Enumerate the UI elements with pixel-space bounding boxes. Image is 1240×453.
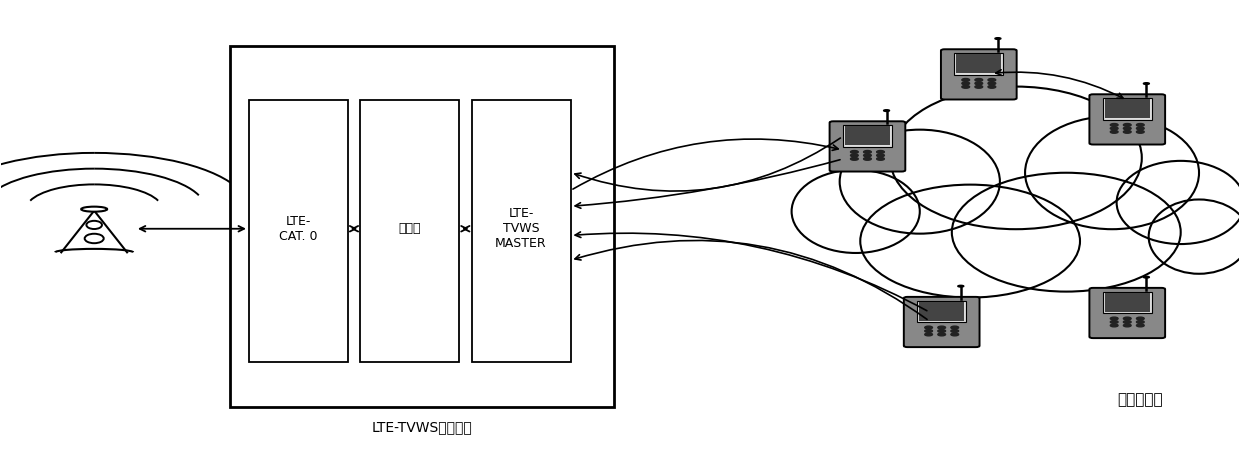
Circle shape (1123, 321, 1131, 323)
FancyBboxPatch shape (830, 121, 905, 172)
Circle shape (863, 150, 872, 154)
Bar (844, 126, 890, 145)
Circle shape (962, 86, 970, 88)
Ellipse shape (81, 207, 107, 212)
Circle shape (1123, 127, 1131, 130)
Circle shape (851, 150, 858, 154)
Circle shape (988, 86, 996, 88)
Circle shape (863, 154, 872, 157)
Circle shape (937, 333, 946, 336)
Bar (231, 46, 614, 407)
Ellipse shape (884, 110, 889, 111)
Bar (360, 101, 459, 361)
Text: 控制器: 控制器 (398, 222, 420, 235)
Ellipse shape (839, 130, 999, 234)
Circle shape (1137, 324, 1145, 327)
Circle shape (877, 158, 884, 160)
Bar (956, 54, 1002, 73)
Circle shape (1123, 324, 1131, 327)
Ellipse shape (952, 173, 1180, 292)
Circle shape (962, 82, 970, 85)
Circle shape (937, 326, 946, 329)
Ellipse shape (791, 170, 920, 253)
FancyBboxPatch shape (1090, 288, 1166, 338)
Bar (1102, 292, 1152, 313)
Ellipse shape (1025, 116, 1199, 229)
Ellipse shape (890, 87, 1142, 229)
Bar (918, 300, 966, 322)
Ellipse shape (861, 185, 1080, 298)
Circle shape (851, 154, 858, 157)
Ellipse shape (87, 221, 102, 229)
Circle shape (863, 158, 872, 160)
Circle shape (988, 78, 996, 81)
Bar (843, 125, 892, 146)
Circle shape (877, 154, 884, 157)
Circle shape (937, 330, 946, 333)
Bar (1105, 99, 1149, 118)
Text: 物联网终端: 物联网终端 (1117, 392, 1162, 407)
Circle shape (951, 333, 959, 336)
Circle shape (988, 82, 996, 85)
Circle shape (1110, 127, 1118, 130)
Circle shape (1123, 130, 1131, 133)
Circle shape (1110, 317, 1118, 320)
Circle shape (925, 333, 932, 336)
FancyBboxPatch shape (904, 297, 980, 347)
Ellipse shape (1143, 83, 1149, 84)
Text: LTE-
TVWS
MASTER: LTE- TVWS MASTER (495, 207, 547, 250)
Text: LTE-TVWS混合网关: LTE-TVWS混合网关 (372, 420, 472, 434)
Circle shape (975, 82, 982, 85)
Bar (919, 302, 965, 321)
Ellipse shape (1117, 161, 1240, 244)
Ellipse shape (84, 234, 104, 243)
Circle shape (1137, 321, 1145, 323)
Circle shape (1137, 127, 1145, 130)
Circle shape (975, 86, 982, 88)
Circle shape (1137, 317, 1145, 320)
FancyBboxPatch shape (1090, 94, 1166, 145)
Circle shape (1110, 324, 1118, 327)
Circle shape (1123, 317, 1131, 320)
Circle shape (1137, 124, 1145, 126)
Bar (1102, 98, 1152, 120)
Circle shape (951, 326, 959, 329)
Circle shape (925, 326, 932, 329)
Ellipse shape (1148, 199, 1240, 274)
Text: LTE-
CAT. 0: LTE- CAT. 0 (279, 215, 317, 243)
Circle shape (851, 158, 858, 160)
Ellipse shape (1143, 276, 1149, 278)
Circle shape (877, 150, 884, 154)
Circle shape (951, 330, 959, 333)
Circle shape (1137, 130, 1145, 133)
Bar (471, 101, 570, 361)
Circle shape (962, 78, 970, 81)
Ellipse shape (994, 38, 1001, 39)
Circle shape (975, 78, 982, 81)
Ellipse shape (957, 285, 963, 287)
Circle shape (925, 330, 932, 333)
Circle shape (1110, 130, 1118, 133)
Circle shape (1110, 124, 1118, 126)
Circle shape (1110, 321, 1118, 323)
Circle shape (1123, 124, 1131, 126)
Bar (955, 53, 1003, 74)
FancyBboxPatch shape (941, 49, 1017, 100)
Bar (1105, 293, 1149, 312)
Bar (249, 101, 347, 361)
